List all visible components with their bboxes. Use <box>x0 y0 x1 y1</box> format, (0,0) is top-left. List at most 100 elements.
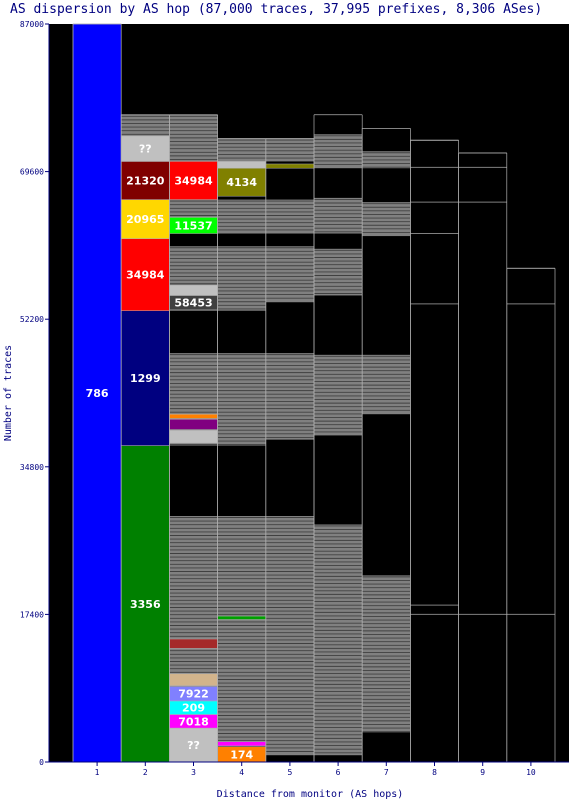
x-tick-label: 2 <box>143 768 148 777</box>
y-tick-label: 87000 <box>20 20 44 29</box>
as-block: 786 <box>72 23 122 763</box>
minor-as-region <box>362 151 411 169</box>
minor-as-region <box>314 248 363 296</box>
as-block: ?? <box>169 727 218 763</box>
minor-as-region <box>265 138 314 162</box>
as-block: 209 <box>169 700 218 715</box>
as-block <box>217 615 267 620</box>
x-tick-label: 10 <box>526 768 536 777</box>
as-block: 4134 <box>217 167 267 197</box>
minor-as-region <box>265 353 314 440</box>
as-block: 1299 <box>120 310 170 446</box>
minor-as-region <box>217 199 266 234</box>
as-block-rect <box>169 161 218 200</box>
minor-as-region <box>265 246 314 303</box>
y-tick-label: 17400 <box>20 610 44 619</box>
minor-as-region <box>314 354 363 436</box>
as-block-rect <box>265 163 315 169</box>
as-block <box>169 413 218 419</box>
as-block-label: 34984 <box>174 175 213 188</box>
as-block <box>265 163 315 169</box>
as-block: 21320 <box>120 161 170 200</box>
as-block <box>169 673 218 686</box>
minor-as-region <box>362 575 411 733</box>
as-block <box>217 741 267 747</box>
y-tick-label: 34800 <box>20 463 44 472</box>
as-block-rect <box>169 638 218 649</box>
as-block-rect <box>169 727 218 763</box>
minor-as-region <box>265 516 314 756</box>
minor-as-region <box>314 524 363 756</box>
as-block <box>217 161 267 169</box>
as-block-label: 209 <box>182 702 205 715</box>
x-axis-label: Distance from monitor (AS hops) <box>217 789 404 800</box>
x-tick-label: 5 <box>287 768 292 777</box>
y-tick-label: 0 <box>39 758 44 767</box>
y-tick-label: 52200 <box>20 315 44 324</box>
as-block-rect <box>120 238 170 311</box>
as-block-label: 20965 <box>126 213 164 226</box>
as-block-rect <box>169 430 218 444</box>
minor-as-region <box>362 354 411 415</box>
minor-as-region <box>314 197 363 234</box>
x-tick-label: 1 <box>95 768 100 777</box>
as-block: 11537 <box>169 217 218 234</box>
as-block-label: 11537 <box>174 219 212 232</box>
as-block-rect <box>217 615 267 620</box>
as-block: 34984 <box>169 161 218 200</box>
x-tick-label: 6 <box>336 768 341 777</box>
as-block-label: 1299 <box>130 372 161 385</box>
y-axis-label: Number of traces <box>3 345 14 441</box>
as-block <box>169 285 218 296</box>
as-block-label: 3356 <box>130 598 161 611</box>
as-block-rect <box>169 673 218 686</box>
as-block-label: 34984 <box>126 269 165 282</box>
as-block: 58453 <box>169 295 218 311</box>
as-block-label: ?? <box>139 143 152 156</box>
minor-as-region <box>217 138 266 162</box>
as-block-label: 21320 <box>126 175 165 188</box>
as-block-rect <box>217 741 267 747</box>
as-block-rect <box>120 310 170 446</box>
plot-area: 786 3356 1299 34984 20965 21320???? 7018209792… <box>49 23 569 763</box>
as-block <box>169 419 218 430</box>
as-block-label: 7922 <box>178 688 209 701</box>
as-block: 174 <box>217 746 267 763</box>
as-block-rect <box>169 419 218 430</box>
x-tick-label: 3 <box>191 768 196 777</box>
minor-as-region <box>121 114 170 136</box>
as-block: 3356 <box>120 445 170 763</box>
as-block: 7922 <box>169 686 218 702</box>
as-block-label: 786 <box>86 387 109 400</box>
minor-as-region <box>362 202 411 237</box>
as-block-rect <box>169 285 218 296</box>
as-block-rect <box>217 161 267 169</box>
minor-as-region <box>217 246 266 311</box>
as-block: 7018 <box>169 714 218 729</box>
chart-title: AS dispersion by AS hop (87,000 traces, … <box>10 2 542 17</box>
y-tick-label: 69600 <box>20 168 44 177</box>
minor-as-region <box>169 114 218 162</box>
as-block-label: 58453 <box>174 297 212 310</box>
minor-as-region <box>217 353 266 446</box>
x-tick-label: 7 <box>384 768 389 777</box>
minor-as-region <box>265 199 314 234</box>
as-block: 34984 <box>120 238 170 311</box>
as-block: ?? <box>120 135 170 162</box>
minor-as-region <box>217 516 266 743</box>
as-block-rect <box>120 135 170 162</box>
as-block-label: 174 <box>230 748 253 761</box>
as-block-rect <box>120 445 170 763</box>
x-tick-label: 9 <box>480 768 485 777</box>
as-block-rect <box>120 161 170 200</box>
as-block-rect <box>72 23 122 763</box>
as-block-rect <box>217 167 267 197</box>
as-block <box>169 430 218 444</box>
as-block: 20965 <box>120 199 170 239</box>
axes: 0 17400 34800 52200 69600 87000 1 2 3 4 5 6 7 8 9 10 <box>20 20 569 777</box>
as-block-label: 4134 <box>226 176 257 189</box>
as-block <box>169 638 218 649</box>
as-block-rect <box>120 199 170 239</box>
x-tick-label: 8 <box>432 768 437 777</box>
